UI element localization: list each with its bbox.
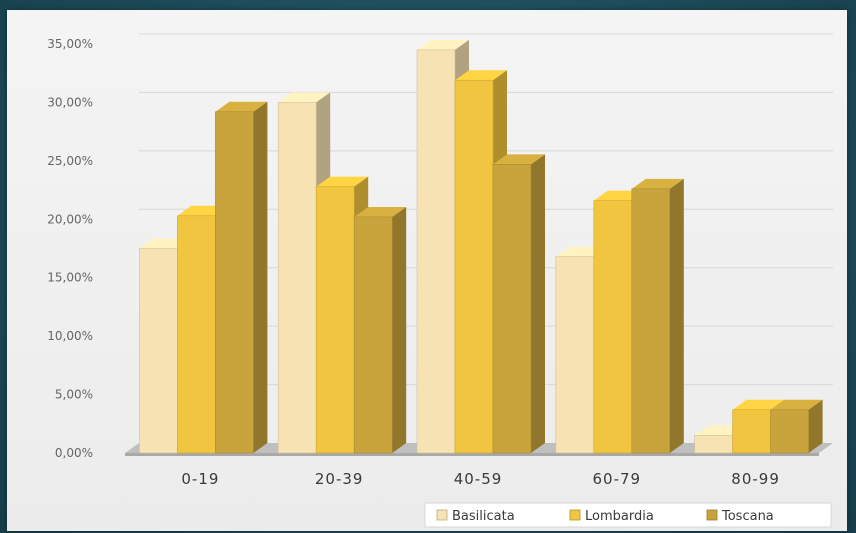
bar-side xyxy=(531,154,545,453)
bar-front xyxy=(492,164,532,454)
bar-top xyxy=(417,39,469,50)
bar-front xyxy=(631,188,671,454)
legend-item: Lombardia xyxy=(569,509,654,524)
bar-top xyxy=(631,178,684,189)
legend-label: Basilicata xyxy=(452,509,515,524)
x-tick-label: 20-39 xyxy=(315,470,364,488)
y-axis-ticks: 0,00% 5,00% 10,00% 15,00% 20,00% 25,00% 30,00%… xyxy=(47,37,93,460)
x-tick-label: 60-79 xyxy=(593,470,642,488)
y-tick-label: 20,00% xyxy=(47,212,93,226)
y-tick-label: 10,00% xyxy=(47,329,93,343)
bar xyxy=(732,399,785,454)
x-tick-label: 80-99 xyxy=(731,470,780,488)
legend-label: Toscana xyxy=(721,509,774,524)
bar xyxy=(492,154,545,454)
bar-front xyxy=(732,409,771,454)
bar-front xyxy=(416,49,456,454)
bar-side xyxy=(253,101,268,453)
bar-top xyxy=(770,399,823,410)
bar xyxy=(631,178,684,454)
bar-front xyxy=(353,216,393,454)
legend-swatch xyxy=(569,509,581,521)
bar-front xyxy=(694,435,733,454)
y-tick-label: 25,00% xyxy=(47,154,93,168)
bar-top xyxy=(732,399,785,410)
legend-item: Basilicata xyxy=(436,509,515,524)
bar xyxy=(353,206,407,454)
bar-front xyxy=(139,248,178,454)
bar-front xyxy=(215,111,254,454)
bar-front xyxy=(770,409,809,454)
legend-box xyxy=(424,502,832,528)
bar-top xyxy=(316,176,369,187)
bar-front xyxy=(555,256,595,454)
bar-top xyxy=(278,92,331,103)
x-tick-label: 0-19 xyxy=(181,470,219,488)
bar-top xyxy=(455,70,507,81)
chart-panel: 0,00% 5,00% 10,00% 15,00% 20,00% 25,00% 30,00%… xyxy=(7,10,847,531)
bar-top xyxy=(354,206,407,217)
legend-label: Lombardia xyxy=(585,509,654,524)
y-tick-label: 5,00% xyxy=(55,388,93,402)
bar-front xyxy=(177,215,216,454)
y-tick-label: 15,00% xyxy=(47,271,93,285)
legend-swatch xyxy=(706,509,718,521)
legend-swatch xyxy=(436,509,448,521)
bars xyxy=(139,39,823,454)
y-tick-label: 35,00% xyxy=(47,37,93,51)
bar-side xyxy=(669,178,684,453)
chart-floor-edge xyxy=(125,453,819,456)
legend: Basilicata Lombardia Toscana xyxy=(424,502,832,528)
bar-front xyxy=(315,186,355,454)
bar-front xyxy=(454,79,494,454)
bar-side xyxy=(808,399,823,453)
bar-front xyxy=(593,200,633,454)
x-axis-ticks: 0-19 20-39 40-59 60-79 80-99 xyxy=(181,470,780,488)
bar-top xyxy=(493,154,545,165)
bar-chart: 0,00% 5,00% 10,00% 15,00% 20,00% 25,00% 30,00%… xyxy=(47,33,833,528)
y-tick-label: 30,00% xyxy=(47,95,93,109)
bar-top xyxy=(215,101,268,112)
legend-item: Toscana xyxy=(706,509,774,524)
y-tick-label: 0,00% xyxy=(55,446,93,460)
bar xyxy=(770,399,823,454)
bar-side xyxy=(392,206,407,453)
bar xyxy=(215,101,268,454)
bar-front xyxy=(277,102,317,454)
x-tick-label: 40-59 xyxy=(454,470,503,488)
